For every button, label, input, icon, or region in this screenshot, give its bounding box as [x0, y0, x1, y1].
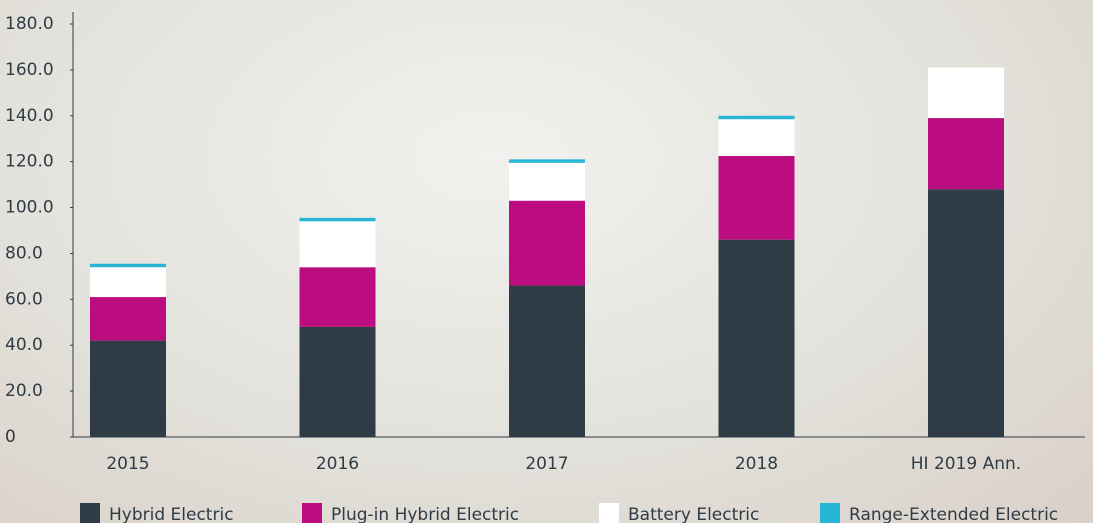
bar-segment	[928, 189, 1004, 437]
legend-label: Range-Extended Electric	[849, 505, 1058, 523]
y-tick-label: 60.0	[5, 289, 43, 309]
legend-swatch	[80, 503, 100, 523]
y-tick-label: 100.0	[5, 198, 54, 218]
bar-segment	[509, 162, 585, 201]
legend-label: Hybrid Electric	[109, 505, 234, 523]
bar-segment	[509, 285, 585, 437]
x-tick-label: 2017	[525, 454, 568, 474]
bar-segment	[509, 159, 585, 163]
x-tick-label: HI 2019 Ann.	[911, 454, 1021, 474]
y-tick-label: 140.0	[5, 106, 54, 126]
y-tick-label: 40.0	[5, 335, 43, 355]
bar-segment	[928, 118, 1004, 190]
bar-segment	[90, 267, 166, 298]
bar-segment	[718, 115, 795, 120]
y-tick-label: 80.0	[5, 243, 43, 263]
bar-segment	[718, 155, 795, 240]
y-tick-label: 0	[5, 427, 16, 447]
legend-swatch	[599, 503, 619, 523]
bar-segment	[299, 326, 376, 437]
bar-segment	[90, 263, 166, 268]
legend-label: Battery Electric	[628, 505, 759, 523]
bar-segment	[928, 67, 1004, 119]
bar-segment	[299, 221, 376, 268]
y-tick-label: 180.0	[5, 14, 54, 34]
y-tick-label: 160.0	[5, 60, 54, 80]
legend-label: Plug-in Hybrid Electric	[331, 505, 519, 523]
bar-segment	[90, 340, 166, 437]
bar-segment	[90, 297, 166, 341]
bar-segment	[509, 200, 585, 286]
bar-segment	[299, 267, 376, 327]
x-tick-label: 2015	[106, 454, 149, 474]
legend-swatch	[820, 503, 840, 523]
y-tick-label: 20.0	[5, 381, 43, 401]
bar-segment	[718, 239, 795, 437]
bar-segment	[299, 217, 376, 222]
y-tick-label: 120.0	[5, 152, 54, 172]
bar-segment	[718, 119, 795, 156]
x-tick-label: 2018	[735, 454, 778, 474]
x-tick-label: 2016	[316, 454, 359, 474]
legend-swatch	[302, 503, 322, 523]
